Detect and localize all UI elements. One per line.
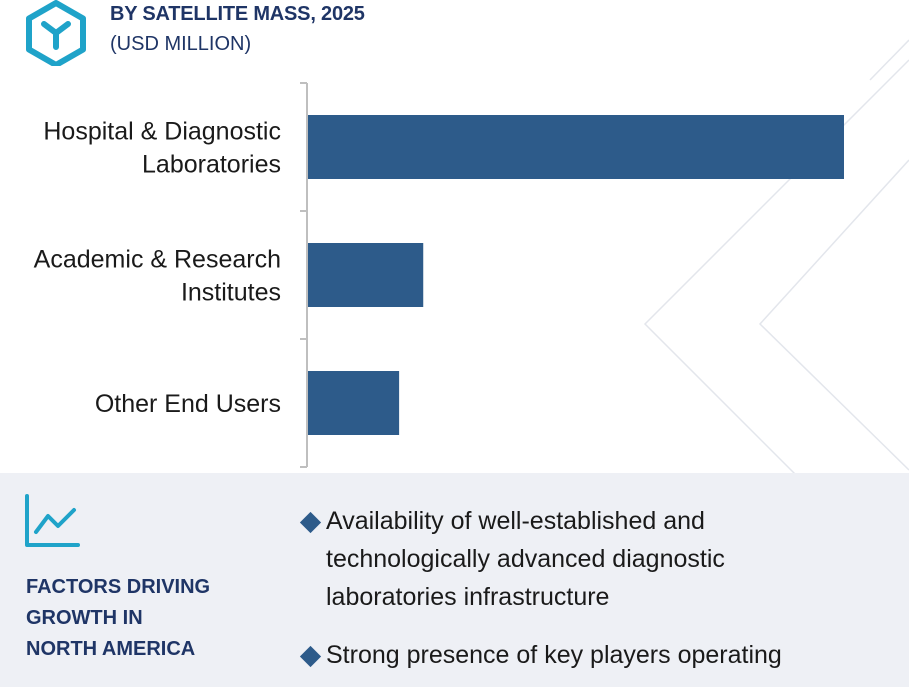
factor-bullet: Strong presence of key players operating (299, 636, 860, 674)
chart-title: BY SATELLITE MASS, 2025 (110, 3, 365, 25)
factors-heading-line: NORTH AMERICA (26, 638, 196, 660)
category-label: Other End Users (95, 390, 281, 418)
category-label: Institutes (181, 279, 281, 307)
bar-chart: Hospital & Diagnostic Laboratories Academi… (34, 82, 844, 468)
factor-bullet-text: Availability of well-established and tec… (326, 507, 725, 611)
bar (308, 371, 400, 435)
category-label: Academic & Research (34, 246, 281, 274)
category-label: Hospital & Diagnostic (43, 118, 281, 146)
factor-bullet-text: Strong presence of key players operating (326, 641, 782, 669)
factors-panel (0, 473, 909, 687)
bar (308, 115, 844, 179)
chart-subtitle: (USD MILLION) (110, 33, 252, 55)
diamond-bullet-icon (299, 511, 322, 534)
factors-heading-line: FACTORS DRIVING (26, 576, 211, 598)
brand-logo-icon (26, 0, 86, 66)
diamond-bullet-icon (299, 645, 322, 668)
category-label: Laboratories (142, 151, 281, 179)
trend-chart-icon (25, 494, 80, 547)
bar (308, 243, 424, 307)
factor-bullet: Availability of well-established and tec… (299, 502, 860, 616)
factors-heading: FACTORS DRIVING GROWTH IN NORTH AMERICA (26, 572, 266, 665)
factors-heading-line: GROWTH IN (26, 607, 143, 629)
